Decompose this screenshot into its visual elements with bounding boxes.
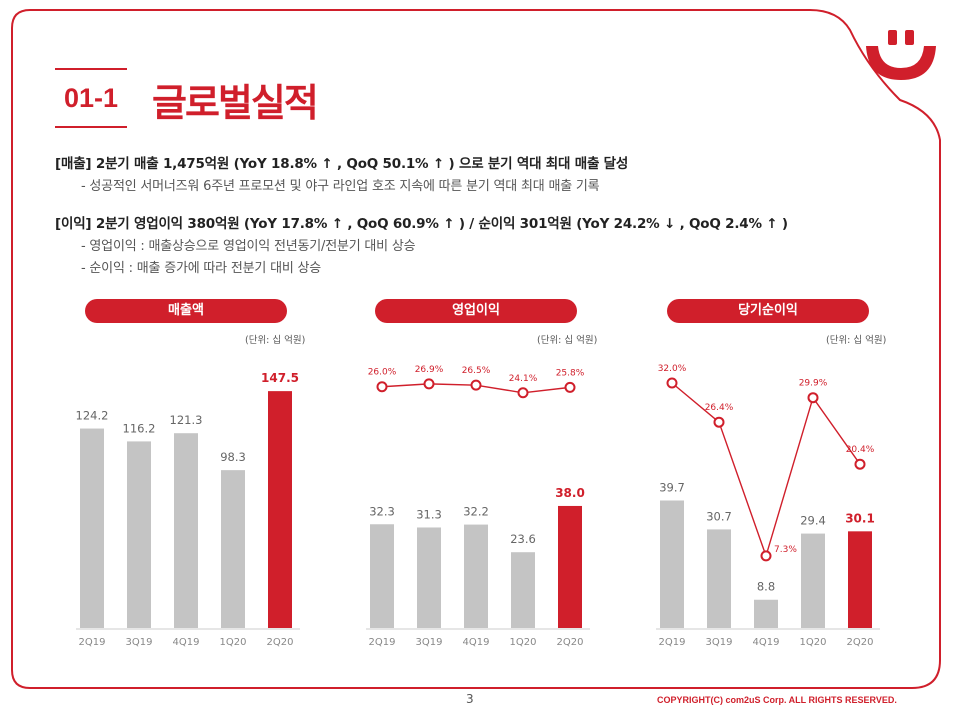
margin-label: 7.3%	[774, 545, 797, 555]
summary-profit-detail-net: - 순이익 : 매출 증가에 따라 전분기 대비 상승	[81, 261, 322, 276]
x-tick-label: 4Q19	[753, 637, 780, 648]
x-tick-label: 4Q19	[463, 637, 490, 648]
bar-4q19	[174, 433, 198, 628]
margin-label: 26.4%	[705, 403, 734, 413]
x-tick-label: 2Q19	[79, 637, 106, 648]
bar-1q20	[511, 552, 535, 628]
bar-value-label: 147.5	[261, 371, 299, 385]
bar-1q20	[221, 470, 245, 628]
bar-value-label: 39.7	[659, 480, 685, 494]
bar-2q20	[558, 505, 582, 628]
bar-value-label: 29.4	[800, 514, 826, 528]
x-tick-label: 1Q20	[220, 637, 247, 648]
margin-label: 24.1%	[509, 374, 538, 384]
chart-net-profit-title: 당기순이익	[667, 299, 869, 323]
bar-3q19	[707, 529, 731, 628]
bar-value-label: 32.2	[463, 505, 489, 519]
bar-2q19	[660, 500, 684, 628]
bar-value-label: 121.3	[170, 413, 203, 427]
bar-value-label: 32.3	[369, 504, 395, 518]
summary-revenue-head: [매출] 2분기 매출 1,475억원 (YoY 18.8% ↑ , QoQ 5…	[55, 156, 629, 172]
x-tick-label: 2Q19	[659, 637, 686, 648]
margin-point	[470, 379, 482, 391]
margin-point	[760, 550, 772, 562]
x-tick-label: 2Q20	[847, 637, 874, 648]
margin-point	[517, 387, 529, 399]
chart-op-profit: 32.3 2Q19 31.3 3Q19 32.2 4Q19 23.6 1Q20 38.0 2Q20…	[366, 365, 590, 648]
margin-line	[671, 382, 861, 559]
summary-profit: [이익] 2분기 영업이익 380억원 (YoY 17.8% ↑ , QoQ 6…	[55, 212, 788, 276]
margin-label: 25.8%	[556, 368, 585, 378]
bar-value-label: 23.6	[510, 532, 536, 546]
chart-op-profit-title: 영업이익	[375, 299, 577, 323]
chart-net-profit: 39.7 2Q19 30.7 3Q19 8.8 4Q19 29.4 1Q20 30.1 2Q20 3…	[656, 364, 880, 648]
bar-value-label: 30.1	[845, 511, 875, 525]
bar-2q20	[848, 531, 872, 628]
margin-point	[807, 392, 819, 404]
margin-point	[854, 458, 866, 470]
bar-3q19	[127, 441, 151, 628]
margin-label: 20.4%	[846, 445, 875, 455]
margin-label: 26.9%	[415, 365, 444, 375]
bar-value-label: 98.3	[220, 450, 246, 464]
copyright: COPYRIGHT(C) com2uS Corp. ALL RIGHTS RES…	[657, 695, 897, 705]
x-tick-label: 3Q19	[126, 637, 153, 648]
bar-value-label: 8.8	[757, 580, 775, 594]
bar-value-label: 30.7	[706, 509, 732, 523]
summary-profit-detail-op: - 영업이익 : 매출상승으로 영업이익 전년동기/전분기 대비 상승	[81, 239, 416, 254]
margin-point	[666, 377, 678, 389]
page-number: 3	[466, 692, 474, 706]
chart-net-profit-unit: (단위: 십 억원)	[826, 335, 887, 346]
margin-point	[564, 381, 576, 393]
bar-2q20	[268, 391, 292, 628]
chart-op-profit-unit: (단위: 십 억원)	[537, 335, 598, 346]
margin-label: 26.0%	[368, 368, 397, 378]
page-title: 글로벌실적	[152, 81, 319, 125]
section-number: 01-1	[55, 68, 127, 128]
bar-value-label: 38.0	[555, 486, 585, 500]
summary-revenue-detail: - 성공적인 서머너즈워 6주년 프로모션 및 야구 라인업 호조 지속에 따른…	[81, 179, 600, 194]
x-tick-label: 2Q20	[557, 637, 584, 648]
chart-revenue-unit: (단위: 십 억원)	[245, 335, 306, 346]
x-tick-label: 1Q20	[800, 637, 827, 648]
chart-revenue-title: 매출액	[85, 299, 287, 323]
bar-4q19	[754, 599, 778, 628]
bar-2q19	[80, 428, 104, 628]
margin-label: 29.9%	[799, 379, 828, 389]
x-tick-label: 1Q20	[510, 637, 537, 648]
bar-value-label: 116.2	[123, 421, 156, 435]
bar-2q19	[370, 524, 394, 628]
chart-revenue: 124.2 2Q19 116.2 3Q19 121.3 4Q19 98.3 1Q20 147.5…	[76, 371, 300, 648]
margin-point	[713, 416, 725, 428]
bar-value-label: 31.3	[416, 507, 442, 521]
margin-label: 32.0%	[658, 364, 687, 374]
smile-logo-icon	[866, 30, 936, 80]
bar-4q19	[464, 524, 488, 628]
bar-1q20	[801, 533, 825, 628]
x-tick-label: 4Q19	[173, 637, 200, 648]
margin-point	[423, 378, 435, 390]
bar-3q19	[417, 527, 441, 628]
summary-profit-head: [이익] 2분기 영업이익 380억원 (YoY 17.8% ↑ , QoQ 6…	[55, 216, 788, 232]
x-tick-label: 2Q19	[369, 637, 396, 648]
margin-point	[376, 381, 388, 393]
bar-value-label: 124.2	[76, 409, 109, 423]
margin-label: 26.5%	[462, 366, 491, 376]
x-tick-label: 2Q20	[267, 637, 294, 648]
x-tick-label: 3Q19	[416, 637, 443, 648]
summary-revenue: [매출] 2분기 매출 1,475억원 (YoY 18.8% ↑ , QoQ 5…	[55, 152, 628, 194]
x-tick-label: 3Q19	[706, 637, 733, 648]
